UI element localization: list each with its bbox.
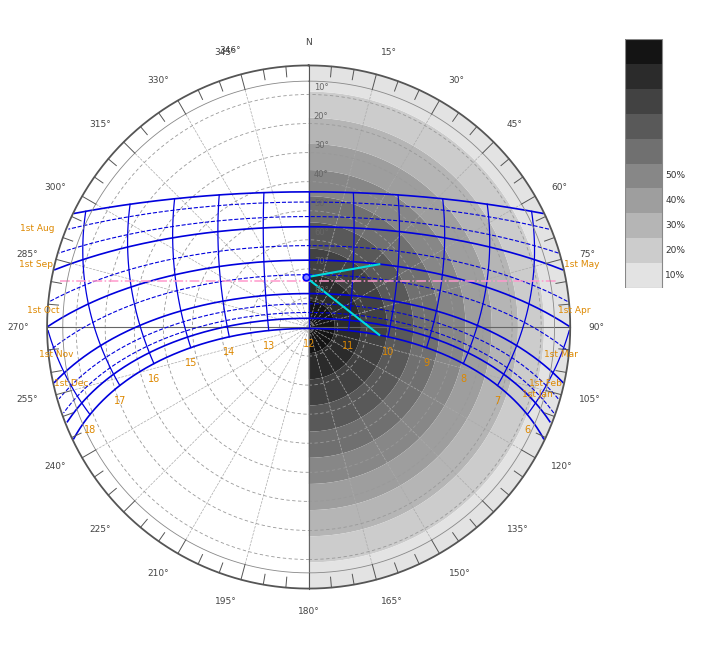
Text: 1st Jan: 1st Jan (522, 390, 552, 400)
Bar (625, 39, 662, 288)
Text: 12: 12 (303, 339, 315, 349)
Polygon shape (308, 249, 387, 405)
Text: 100%: 100% (665, 47, 691, 56)
Text: 90%: 90% (665, 72, 685, 81)
Text: 330°: 330° (147, 76, 169, 84)
Text: 210°: 210° (147, 570, 169, 578)
Text: 10%: 10% (665, 271, 685, 280)
Text: 20%: 20% (665, 246, 685, 255)
Text: 1st Dec: 1st Dec (54, 379, 88, 388)
Text: 60°: 60° (551, 182, 567, 192)
Bar (625, 263, 662, 288)
Bar (625, 39, 662, 64)
Text: 11: 11 (342, 341, 355, 351)
Bar (625, 188, 662, 213)
Text: 14: 14 (223, 347, 235, 357)
Text: 1st May: 1st May (564, 260, 600, 269)
Text: 1st Aug: 1st Aug (19, 224, 54, 233)
Text: 240°: 240° (45, 462, 66, 472)
Text: 195°: 195° (214, 597, 236, 606)
Text: 7: 7 (495, 396, 500, 406)
Text: 70%: 70% (665, 122, 685, 131)
Text: 255°: 255° (17, 395, 38, 404)
Text: 270°: 270° (7, 322, 29, 332)
Text: 18: 18 (84, 425, 96, 435)
Text: 225°: 225° (90, 525, 110, 534)
Text: 50%: 50% (665, 171, 685, 181)
Text: 90°: 90° (588, 322, 604, 332)
Text: 8: 8 (461, 374, 466, 384)
Text: 120°: 120° (551, 462, 573, 472)
Text: 1st Apr: 1st Apr (558, 306, 591, 315)
Text: 346°: 346° (219, 46, 241, 56)
Text: 180°: 180° (297, 607, 320, 616)
Text: 6: 6 (524, 425, 531, 435)
Text: 60°: 60° (314, 228, 329, 237)
Bar (625, 89, 662, 114)
Text: 30°: 30° (448, 76, 464, 84)
Text: 50°: 50° (314, 199, 329, 208)
Polygon shape (308, 301, 335, 353)
Text: 165°: 165° (381, 597, 403, 606)
Text: 40%: 40% (665, 196, 685, 205)
Text: 70°: 70° (314, 257, 329, 266)
Text: 40°: 40° (314, 170, 329, 179)
Polygon shape (308, 196, 440, 458)
Text: 315°: 315° (89, 120, 110, 129)
Bar (625, 213, 662, 238)
Text: 1st Nov: 1st Nov (39, 349, 74, 358)
Text: 1st Feb: 1st Feb (529, 379, 562, 388)
Text: 80%: 80% (665, 97, 685, 106)
Bar (625, 114, 662, 139)
Polygon shape (308, 170, 466, 484)
Text: 105°: 105° (579, 395, 601, 404)
Text: 13: 13 (263, 341, 275, 351)
Text: 300°: 300° (45, 182, 66, 192)
Polygon shape (308, 65, 570, 589)
Text: N: N (305, 38, 312, 47)
Bar (625, 238, 662, 263)
Text: 10°: 10° (314, 83, 329, 92)
Text: 75°: 75° (579, 250, 595, 259)
Bar (625, 164, 662, 188)
Text: 17: 17 (113, 396, 126, 406)
Text: 15°: 15° (381, 48, 397, 57)
Text: 150°: 150° (448, 570, 470, 578)
Text: 16: 16 (148, 374, 160, 384)
Polygon shape (308, 275, 361, 379)
Polygon shape (308, 222, 413, 432)
Text: 15: 15 (185, 358, 197, 368)
Text: 60%: 60% (665, 146, 685, 156)
Text: 30%: 30% (665, 221, 685, 230)
Polygon shape (308, 92, 544, 562)
Text: 285°: 285° (17, 250, 38, 259)
Polygon shape (308, 144, 492, 510)
Bar (625, 139, 662, 164)
Text: 1st Oct: 1st Oct (27, 306, 59, 315)
Text: 10: 10 (382, 347, 394, 357)
Text: 345°: 345° (214, 48, 236, 57)
Text: 1st Mar: 1st Mar (544, 349, 578, 358)
Text: 135°: 135° (507, 525, 529, 534)
Text: 9: 9 (424, 358, 430, 368)
Polygon shape (308, 118, 518, 536)
Text: 1st Sep: 1st Sep (19, 260, 53, 269)
Text: 20°: 20° (314, 112, 329, 121)
Text: 30°: 30° (314, 141, 329, 150)
Text: 45°: 45° (507, 120, 523, 129)
Bar (625, 64, 662, 89)
Text: 80°: 80° (314, 286, 329, 296)
